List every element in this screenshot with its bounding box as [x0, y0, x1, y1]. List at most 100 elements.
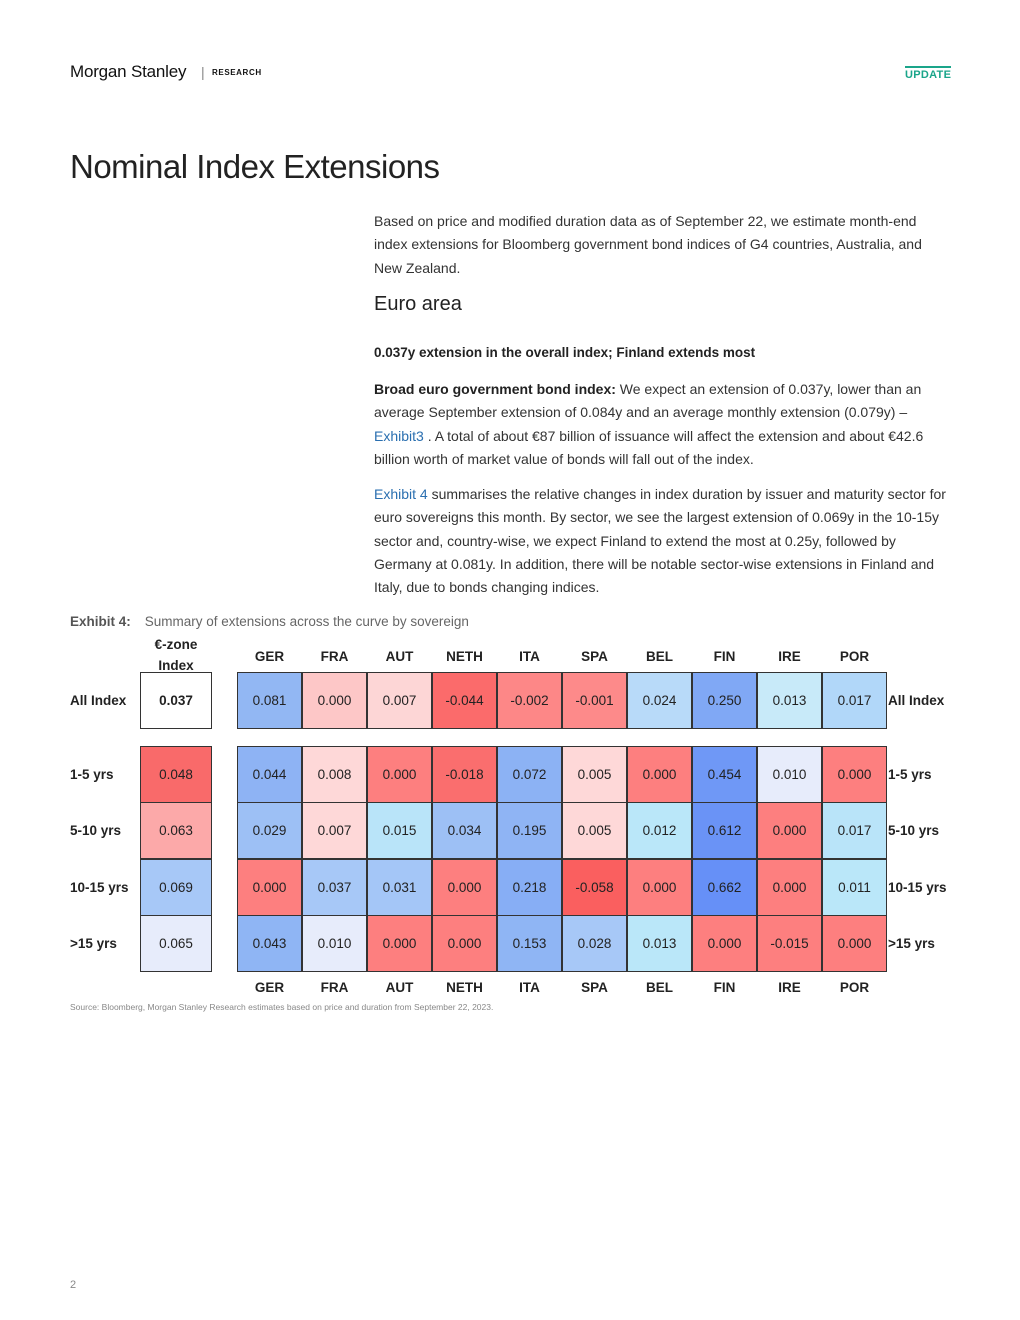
- country-footer-ger: GER: [254, 979, 285, 995]
- table-cell: 0.008: [302, 746, 367, 803]
- section-label: RESEARCH: [212, 68, 262, 77]
- table-cell: 0.012: [627, 802, 692, 859]
- table-cell: 0.028: [562, 915, 627, 972]
- exhibit4-link[interactable]: Exhibit 4: [374, 486, 428, 502]
- table-cell: 0.024: [627, 672, 692, 729]
- paragraph-bold-lead: Broad euro government bond index:: [374, 381, 616, 397]
- table-cell: 0.007: [302, 802, 367, 859]
- country-header-aut: AUT: [385, 648, 414, 664]
- row-label-5-10-yrs: 5-10 yrs: [70, 823, 122, 838]
- index-cell: 0.063: [140, 802, 212, 859]
- table-cell: 0.000: [432, 915, 497, 972]
- source-note: Source: Bloomberg, Morgan Stanley Resear…: [70, 1002, 494, 1012]
- table-cell: 0.000: [302, 672, 367, 729]
- table-cell: 0.017: [822, 802, 887, 859]
- brand-logo: Morgan Stanley: [70, 62, 187, 81]
- table-cell: 0.044: [237, 746, 302, 803]
- table-cell: 0.013: [627, 915, 692, 972]
- section-heading: Euro area: [374, 293, 462, 315]
- index-cell: 0.065: [140, 915, 212, 972]
- table-cell: -0.001: [562, 672, 627, 729]
- table-cell: 0.250: [692, 672, 757, 729]
- table-cell: -0.058: [562, 859, 627, 916]
- table-cell: 0.013: [757, 672, 822, 729]
- table-cell: 0.662: [692, 859, 757, 916]
- table-cell: 0.153: [497, 915, 562, 972]
- paragraph-text: summarises the relative changes in index…: [374, 486, 946, 596]
- page-number: 2: [70, 1279, 77, 1291]
- row-label-right-all-index: All Index: [888, 693, 945, 708]
- table-cell: 0.034: [432, 802, 497, 859]
- country-footer-fin: FIN: [713, 979, 736, 995]
- table-cell: 0.000: [367, 915, 432, 972]
- table-cell: 0.000: [822, 915, 887, 972]
- row-label-right-5-10-yrs: 5-10 yrs: [888, 823, 940, 838]
- table-cell: 0.000: [432, 859, 497, 916]
- row-label-all-index: All Index: [70, 693, 127, 708]
- index-cell: 0.037: [140, 672, 212, 729]
- table-cell: 0.218: [497, 859, 562, 916]
- table-cell: 0.000: [692, 915, 757, 972]
- country-footer-aut: AUT: [385, 979, 414, 995]
- table-cell: 0.005: [562, 802, 627, 859]
- country-header-bel: BEL: [646, 648, 673, 664]
- table-cell: 0.010: [302, 915, 367, 972]
- page-title: Nominal Index Extensions: [70, 148, 440, 185]
- country-header-ita: ITA: [519, 648, 540, 664]
- row-label-1-5-yrs: 1-5 yrs: [70, 767, 114, 782]
- country-header-ger: GER: [254, 648, 285, 664]
- country-header-fra: FRA: [320, 648, 349, 664]
- update-badge: UPDATE: [905, 66, 952, 81]
- country-footer-spa: SPA: [581, 979, 608, 995]
- table-cell: 0.195: [497, 802, 562, 859]
- row-label-right-10-15-yrs: 10-15 yrs: [888, 880, 947, 895]
- table-cell: -0.044: [432, 672, 497, 729]
- intro-paragraph: Based on price and modified duration dat…: [374, 213, 922, 276]
- country-footer-ire: IRE: [778, 979, 801, 995]
- country-footer-fra: FRA: [320, 979, 349, 995]
- table-cell: 0.000: [237, 859, 302, 916]
- table-cell: 0.037: [302, 859, 367, 916]
- paragraph-text: . A total of about €87 billion of issuan…: [374, 427, 924, 467]
- table-cell: 0.612: [692, 802, 757, 859]
- table-cell: 0.000: [367, 746, 432, 803]
- exhibit-label: Exhibit 4:: [70, 614, 131, 629]
- table-cell: 0.000: [627, 859, 692, 916]
- table-cell: 0.031: [367, 859, 432, 916]
- row-label-15-yrs: >15 yrs: [70, 936, 117, 951]
- table-cell: 0.000: [757, 802, 822, 859]
- table-cell: -0.002: [497, 672, 562, 729]
- exhibit3-link[interactable]: Exhibit3: [374, 427, 424, 444]
- index-cell: 0.048: [140, 746, 212, 803]
- table-cell: 0.072: [497, 746, 562, 803]
- index-cell: 0.069: [140, 859, 212, 916]
- logo-separator: |: [201, 64, 205, 80]
- table-cell: 0.017: [822, 672, 887, 729]
- table-cell: 0.043: [237, 915, 302, 972]
- country-header-neth: NETH: [446, 648, 483, 664]
- table-cell: 0.000: [757, 859, 822, 916]
- table-cell: 0.029: [237, 802, 302, 859]
- country-footer-neth: NETH: [446, 979, 483, 995]
- country-header-por: POR: [839, 648, 870, 664]
- table-cell: 0.005: [562, 746, 627, 803]
- paragraph-broad-index: Broad euro government bond index: We exp…: [374, 378, 952, 471]
- row-label-right-1-5-yrs: 1-5 yrs: [888, 767, 932, 782]
- table-cell: -0.018: [432, 746, 497, 803]
- exhibit-title: Exhibit 4: Summary of extensions across t…: [70, 614, 469, 629]
- country-footer-ita: ITA: [519, 979, 540, 995]
- country-footer-por: POR: [839, 979, 870, 995]
- table-cell: -0.015: [757, 915, 822, 972]
- table-cell: 0.454: [692, 746, 757, 803]
- country-header-spa: SPA: [581, 648, 608, 664]
- table-cell: 0.081: [237, 672, 302, 729]
- country-footer-bel: BEL: [646, 979, 673, 995]
- table-cell: 0.007: [367, 672, 432, 729]
- table-cell: 0.000: [627, 746, 692, 803]
- paragraph-exhibit4: Exhibit 4 summarises the relative change…: [374, 483, 952, 599]
- row-label-right-15-yrs: >15 yrs: [888, 936, 935, 951]
- table-cell: 0.000: [822, 746, 887, 803]
- country-header-ire: IRE: [778, 648, 801, 664]
- table-cell: 0.015: [367, 802, 432, 859]
- exhibit-caption: Summary of extensions across the curve b…: [144, 614, 469, 629]
